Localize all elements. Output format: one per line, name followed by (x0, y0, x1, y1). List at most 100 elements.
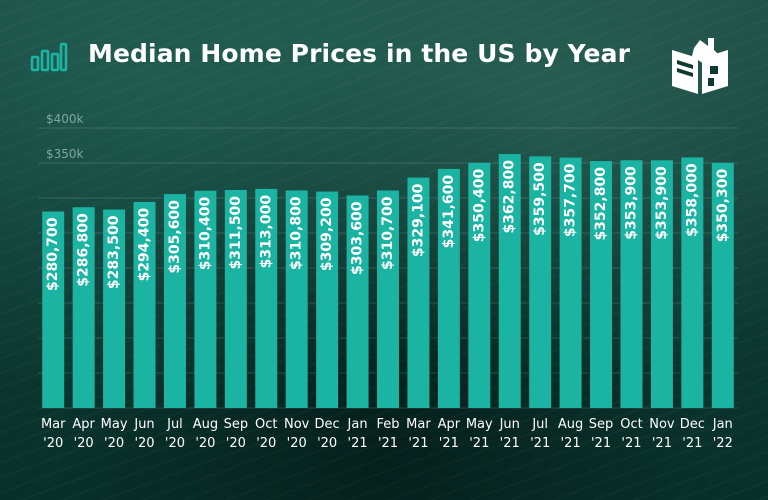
x-tick-label-year: '21 (621, 436, 641, 451)
bar (103, 209, 126, 408)
x-tick-label-month: Mar (406, 417, 431, 432)
bar-value-label: $362,800 (502, 160, 518, 234)
bar (407, 177, 430, 408)
bar-value-label: $294,400 (137, 208, 153, 282)
y-tick-label: $400k (46, 112, 84, 126)
bar (529, 156, 552, 408)
bar-value-label: $286,800 (76, 213, 92, 287)
bar (255, 188, 278, 408)
bar (468, 162, 491, 408)
x-tick-label-year: '21 (500, 436, 520, 451)
x-tick-label-month: Jul (531, 417, 548, 432)
bar (346, 195, 369, 408)
bar-value-label: $357,700 (563, 163, 579, 237)
bar (133, 201, 156, 408)
bar-value-label: $350,300 (715, 169, 731, 243)
bar (711, 162, 734, 408)
x-tick-label-month: Aug (193, 417, 218, 432)
bar (163, 194, 186, 408)
chart-title: Median Home Prices in the US by Year (88, 39, 631, 68)
bar (285, 190, 308, 408)
bar-value-label: $310,700 (380, 196, 396, 270)
x-tick-label-month: Apr (72, 417, 95, 432)
x-tick-label-month: Jul (166, 417, 183, 432)
x-tick-label-year: '20 (165, 436, 185, 451)
bar (437, 168, 460, 408)
x-tick-label-year: '20 (287, 436, 307, 451)
bar-chart-icon (30, 42, 68, 72)
y-tick-label: $350k (46, 147, 84, 161)
x-tick-label-year: '20 (104, 436, 124, 451)
x-tick-label-year: '20 (317, 436, 337, 451)
bar-value-label: $311,500 (228, 196, 244, 270)
x-tick-label-year: '21 (652, 436, 672, 451)
x-tick-label-year: '20 (256, 436, 276, 451)
book-house-logo-icon (672, 38, 728, 94)
bar (377, 190, 399, 408)
x-tick-label-year: '21 (439, 436, 459, 451)
x-tick-label-month: Oct (620, 417, 642, 432)
x-tick-label-month: Sep (589, 417, 614, 432)
x-tick-label-year: '22 (713, 436, 733, 451)
bar-value-label: $352,800 (593, 167, 609, 241)
x-tick-label-year: '21 (591, 436, 611, 451)
bar-value-label: $353,900 (623, 166, 639, 240)
x-tick-label-year: '20 (195, 436, 215, 451)
bar (194, 190, 217, 408)
bar (316, 191, 339, 408)
bar-value-label: $283,500 (106, 215, 122, 289)
x-tick-label-month: Nov (649, 417, 675, 432)
bar (681, 157, 704, 408)
bar (590, 161, 613, 408)
x-tick-label-year: '21 (682, 436, 702, 451)
x-tick-label-month: Feb (376, 417, 399, 432)
x-tick-label-year: '20 (226, 436, 246, 451)
bar-value-label: $353,900 (654, 166, 670, 240)
bar-value-label: $305,600 (167, 200, 183, 274)
x-tick-label-year: '21 (530, 436, 550, 451)
bar-value-label: $310,400 (197, 196, 213, 270)
bar-value-label: $341,600 (441, 175, 457, 249)
bar (650, 160, 673, 408)
x-tick-label-month: May (466, 417, 493, 432)
x-tick-label-year: '21 (378, 436, 398, 451)
bar (498, 154, 521, 408)
bar (42, 211, 65, 408)
bar-value-label: $329,100 (410, 183, 426, 257)
bar-value-label: $359,500 (532, 162, 548, 236)
bar-value-label: $310,800 (289, 196, 305, 270)
bar (72, 207, 95, 408)
x-tick-label-month: Oct (255, 417, 277, 432)
bar-value-label: $309,200 (319, 197, 335, 271)
x-tick-label-year: '21 (348, 436, 368, 451)
x-tick-label-month: Jun (133, 417, 154, 432)
x-tick-label-month: Jan (347, 417, 368, 432)
bar (559, 157, 582, 408)
x-tick-label-year: '21 (469, 436, 489, 451)
x-tick-label-year: '21 (408, 436, 428, 451)
x-tick-label-month: Mar (41, 417, 66, 432)
bar-value-label: $313,000 (258, 195, 274, 269)
x-tick-label-year: '20 (134, 436, 154, 451)
x-tick-label-month: Aug (558, 417, 583, 432)
x-tick-label-month: Jan (712, 417, 733, 432)
bar-value-label: $303,600 (350, 201, 366, 275)
category-labels: Mar '20 Apr '20 May '20 Jun '20 Jul '20 Aug '20 Sep '… (41, 417, 733, 451)
x-tick-label-month: Apr (438, 417, 461, 432)
bar-value-label: $358,000 (684, 163, 700, 237)
x-tick-label-month: Nov (284, 417, 310, 432)
x-tick-label-year: '20 (43, 436, 63, 451)
bar (224, 189, 247, 408)
bars: $280,700 $286,800 $283,500 $294,400 $305,600… (42, 154, 734, 408)
bar-value-label: $280,700 (45, 217, 61, 291)
x-tick-label-month: May (101, 417, 128, 432)
x-tick-label-year: '20 (74, 436, 94, 451)
x-tick-label-month: Dec (680, 417, 705, 432)
x-tick-label-month: Jun (499, 417, 520, 432)
x-tick-label-month: Sep (224, 417, 249, 432)
bar-value-label: $350,400 (471, 168, 487, 242)
bar (620, 160, 643, 408)
x-tick-label-year: '21 (561, 436, 581, 451)
